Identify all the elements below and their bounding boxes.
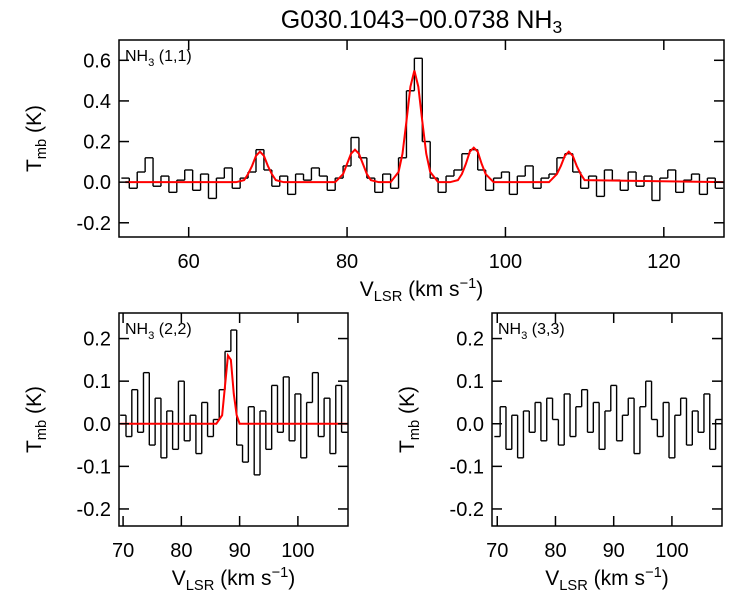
axes-frame: [118, 39, 725, 238]
y-tick-label: -0.2: [77, 499, 111, 521]
y-tick-label: -0.1: [450, 456, 484, 478]
x-tick-label: 120: [647, 251, 680, 273]
x-tick-label: 80: [336, 251, 358, 273]
y-axis-label: Tmb (K): [23, 386, 50, 453]
y-tick-label: 0.4: [83, 91, 111, 113]
y-axis-label-part: T: [23, 440, 46, 453]
x-axis-label: VLSR (km s−1): [545, 565, 669, 594]
x-tick-label: 100: [281, 540, 314, 562]
x-tick-label: 70: [486, 540, 508, 562]
panel-annotation-part: 3: [521, 330, 527, 342]
panel-annotation: NH3 (1,1): [125, 48, 192, 69]
panel-annotation: NH3 (2,2): [125, 321, 192, 342]
y-axis-label: Tmb (K): [396, 386, 423, 453]
y-axis-label-part: mb: [34, 420, 50, 440]
y-tick-label: 0.2: [456, 329, 484, 351]
y-tick-label: -0.1: [77, 456, 111, 478]
axes-frame: [118, 312, 349, 527]
x-axis-label-part: V: [172, 567, 186, 590]
panel-annotation-part: (2,2): [154, 321, 191, 338]
y-axis-label-part: (K): [23, 105, 46, 139]
plot-area: [494, 380, 722, 459]
x-axis-label-part: (km s: [588, 567, 645, 590]
y-tick-label: 0.1: [83, 371, 111, 393]
fit-line: [120, 352, 348, 425]
x-tick-label: 90: [603, 540, 625, 562]
x-axis-label-part: ): [662, 567, 669, 590]
y-tick-label: 0.2: [83, 329, 111, 351]
y-axis-label-part: mb: [34, 139, 50, 159]
y-tick-label: 0.1: [456, 371, 484, 393]
x-tick-label: 60: [178, 251, 200, 273]
panel-annotation-part: (1,1): [154, 48, 191, 65]
panel-annotation-part: (3,3): [527, 321, 564, 338]
y-tick-label: 0.6: [83, 50, 111, 72]
y-axis-label-part: (K): [23, 386, 46, 420]
x-axis-label-part: LSR: [559, 578, 588, 594]
panel-annotation-part: NH: [498, 321, 521, 338]
x-tick-label: 100: [655, 540, 688, 562]
y-axis-label-part: (K): [396, 386, 419, 420]
y-tick-label: -0.2: [77, 213, 111, 235]
x-axis-label-part: LSR: [186, 578, 215, 594]
panel-annotation-part: NH: [125, 48, 148, 65]
y-tick-label: 0.0: [456, 414, 484, 436]
axes-frame: [491, 312, 723, 527]
x-tick-label: 70: [112, 540, 134, 562]
x-axis-label-part: −1: [645, 565, 662, 581]
y-axis-label-part: T: [23, 159, 46, 172]
x-tick-label: 80: [170, 540, 192, 562]
x-axis-label-part: (km s: [214, 567, 271, 590]
chart-title-part: G030.1043−00.0738 NH: [281, 6, 553, 34]
y-tick-label: 0.0: [83, 414, 111, 436]
chart-title-part: 3: [553, 17, 563, 37]
x-tick-label: 90: [228, 540, 250, 562]
x-axis-label: VLSR (km s−1): [360, 276, 484, 305]
x-axis-label-part: ): [476, 278, 483, 301]
x-axis-label-part: ): [288, 567, 295, 590]
panel-annotation-part: 3: [148, 330, 154, 342]
chart-title: G030.1043−00.0738 NH3: [281, 6, 562, 37]
panel-annotation-part: 3: [148, 57, 154, 69]
panel-annotation-part: NH: [125, 321, 148, 338]
fit-line: [125, 70, 724, 184]
x-axis-label-part: (km s: [402, 278, 459, 301]
x-axis-label-part: −1: [460, 276, 477, 292]
x-axis-label-part: LSR: [374, 289, 403, 305]
y-tick-label: -0.2: [450, 499, 484, 521]
x-axis-label-part: V: [360, 278, 374, 301]
y-axis-label: Tmb (K): [23, 105, 50, 172]
x-axis-label-part: −1: [272, 565, 289, 581]
panel-annotation: NH3 (3,3): [498, 321, 565, 342]
x-axis-label-part: V: [545, 567, 559, 590]
x-tick-label: 100: [489, 251, 522, 273]
y-axis-label-part: mb: [407, 420, 423, 440]
x-axis-label: VLSR (km s−1): [172, 565, 296, 594]
y-axis-label-part: T: [396, 440, 419, 453]
y-tick-label: 0.2: [83, 132, 111, 154]
plot-area: [120, 329, 348, 476]
x-tick-label: 80: [544, 540, 566, 562]
plot-area: [121, 57, 724, 202]
y-tick-label: 0.0: [83, 172, 111, 194]
